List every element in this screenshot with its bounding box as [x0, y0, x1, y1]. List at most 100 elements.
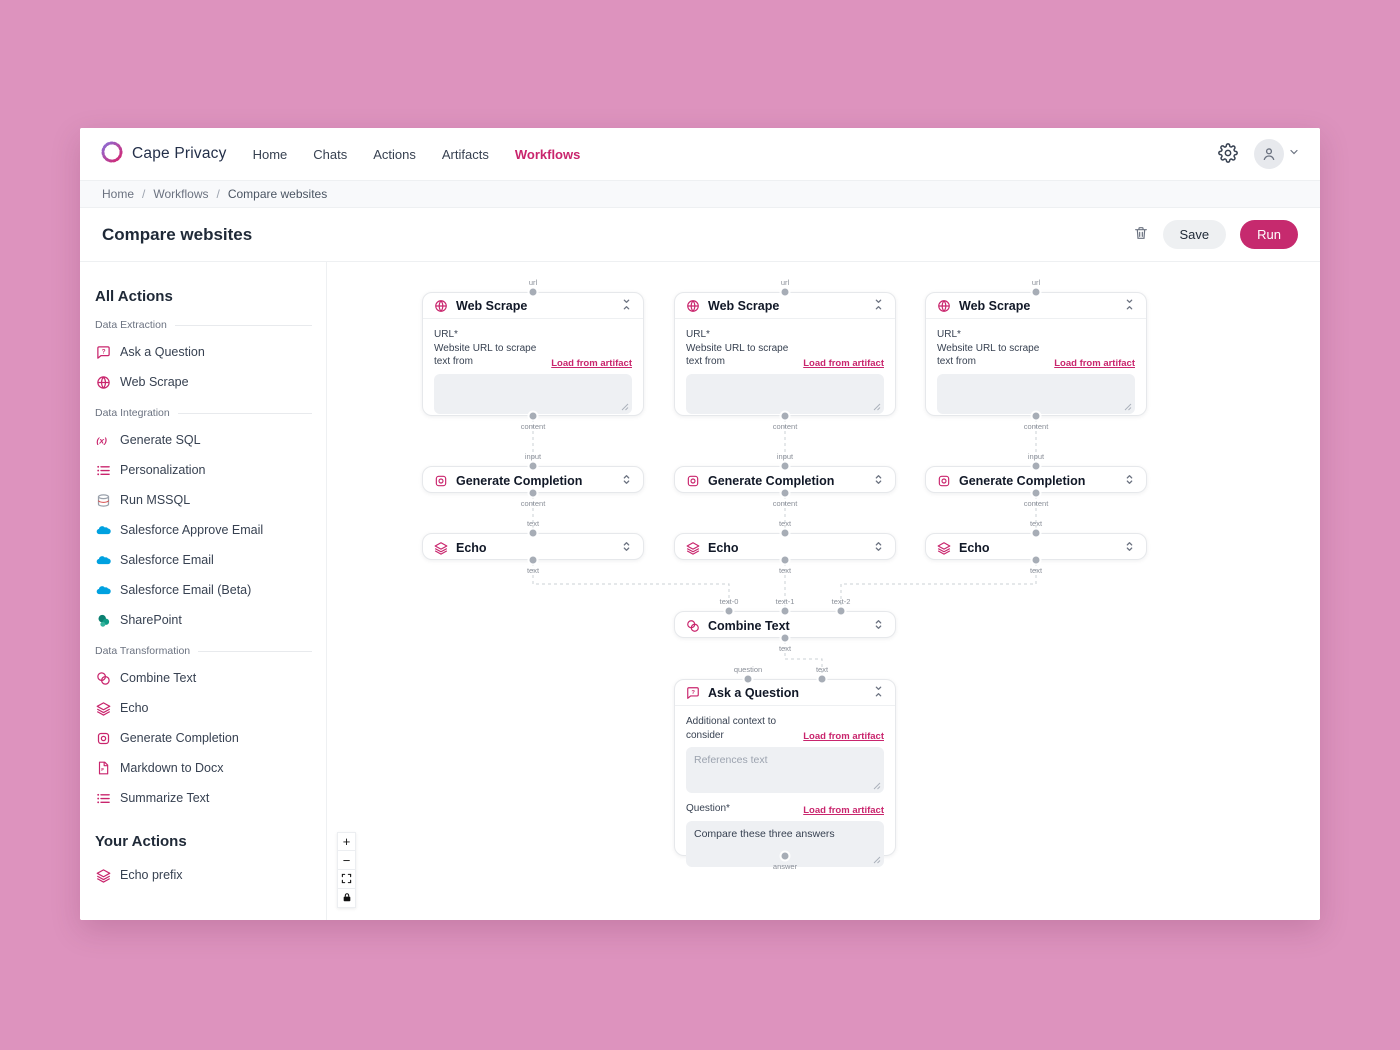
node-web-scrape[interactable]: Web Scrape URL* Website URL to scrape te…	[674, 292, 896, 416]
input-port-text-0[interactable]	[725, 607, 733, 615]
node-header[interactable]: Web Scrape	[423, 293, 643, 319]
sidebar-item-salesforce-approve-email[interactable]: Salesforce Approve Email	[93, 515, 312, 545]
workflow-canvas[interactable]: Web Scrape URL* Website URL to scrape te…	[327, 262, 1320, 920]
output-port-answer[interactable]	[781, 852, 789, 860]
breadcrumb-current: Compare websites	[227, 187, 328, 201]
output-port-text[interactable]	[781, 634, 789, 642]
input-port-text[interactable]	[1032, 529, 1040, 537]
sidebar-item-summarize-text[interactable]: Summarize Text	[93, 783, 312, 813]
sidebar-item-echo[interactable]: Echo	[93, 693, 312, 723]
expand-node-button[interactable]	[872, 540, 885, 556]
output-port-content[interactable]	[781, 489, 789, 497]
output-port-content[interactable]	[529, 489, 537, 497]
node-echo[interactable]: Echo	[925, 533, 1147, 560]
expand-node-button[interactable]	[620, 473, 633, 489]
node-header[interactable]: Echo	[926, 534, 1146, 561]
user-menu[interactable]	[1254, 139, 1300, 169]
input-port-input[interactable]	[781, 462, 789, 470]
load-from-artifact-link[interactable]: Load from artifact	[803, 357, 884, 369]
input-port-text-1[interactable]	[781, 607, 789, 615]
sidebar-item-sharepoint[interactable]: SharePoint	[93, 605, 312, 635]
node-web-scrape[interactable]: Web Scrape URL* Website URL to scrape te…	[925, 292, 1147, 416]
load-from-artifact-link[interactable]: Load from artifact	[803, 731, 884, 742]
nav-actions[interactable]: Actions	[373, 146, 416, 162]
input-port-input[interactable]	[529, 462, 537, 470]
node-header[interactable]: Generate Completion	[423, 467, 643, 494]
expand-node-button[interactable]	[1123, 540, 1136, 556]
sidebar-item-combine-text[interactable]: Combine Text	[93, 663, 312, 693]
zoom-out-button[interactable]: −	[337, 851, 356, 870]
input-port-text-2[interactable]	[837, 607, 845, 615]
node-header[interactable]: Generate Completion	[675, 467, 895, 494]
input-port-question[interactable]	[744, 675, 752, 683]
breadcrumb: Home / Workflows / Compare websites	[80, 180, 1320, 208]
input-port-text[interactable]	[818, 675, 826, 683]
breadcrumb-workflows[interactable]: Workflows	[153, 187, 209, 201]
sidebar-item-personalization[interactable]: Personalization	[93, 455, 312, 485]
expand-node-button[interactable]	[1123, 473, 1136, 489]
output-port-content[interactable]	[529, 412, 537, 420]
collapse-node-button[interactable]	[872, 685, 885, 701]
sidebar-item-generate-sql[interactable]: (x) Generate SQL	[93, 425, 312, 455]
sidebar-item-salesforce-email[interactable]: Salesforce Email	[93, 545, 312, 575]
output-port-content[interactable]	[781, 412, 789, 420]
field-textarea[interactable]	[434, 373, 632, 414]
expand-node-button[interactable]	[872, 618, 885, 634]
collapse-node-button[interactable]	[872, 298, 885, 314]
node-header[interactable]: Web Scrape	[675, 293, 895, 319]
fit-view-button[interactable]	[337, 870, 356, 889]
sidebar-item-ask-a-question[interactable]: ? Ask a Question	[93, 337, 312, 367]
node-web-scrape[interactable]: Web Scrape URL* Website URL to scrape te…	[422, 292, 644, 416]
input-port-input[interactable]	[1032, 462, 1040, 470]
save-button[interactable]: Save	[1162, 220, 1227, 249]
actions-sidebar: All Actions Data Extraction ? Ask a Ques…	[80, 262, 327, 920]
nav-chats[interactable]: Chats	[313, 146, 348, 162]
nav-home[interactable]: Home	[252, 146, 288, 162]
output-port-text[interactable]	[781, 556, 789, 564]
load-from-artifact-link[interactable]: Load from artifact	[551, 357, 632, 369]
input-port-text[interactable]	[781, 529, 789, 537]
sidebar-item-echo-prefix[interactable]: Echo prefix	[93, 860, 312, 890]
collapse-node-button[interactable]	[620, 298, 633, 314]
output-port-content[interactable]	[1032, 489, 1040, 497]
node-header[interactable]: Combine Text	[675, 612, 895, 639]
field-textarea[interactable]	[686, 373, 884, 414]
node-header[interactable]: Echo	[423, 534, 643, 561]
node-header[interactable]: ? Ask a Question	[675, 680, 895, 706]
load-from-artifact-link[interactable]: Load from artifact	[803, 804, 884, 816]
settings-button[interactable]	[1218, 142, 1238, 166]
node-header[interactable]: Generate Completion	[926, 467, 1146, 494]
lock-button[interactable]	[337, 889, 356, 908]
node-ask-a-question[interactable]: ? Ask a Question Additional context to c…	[674, 679, 896, 867]
output-port-content[interactable]	[1032, 412, 1040, 420]
input-port-url[interactable]	[529, 288, 537, 296]
nav-artifacts[interactable]: Artifacts	[441, 146, 489, 162]
breadcrumb-home[interactable]: Home	[102, 187, 135, 201]
field-textarea[interactable]	[937, 373, 1135, 414]
sidebar-item-generate-completion[interactable]: Generate Completion	[93, 723, 312, 753]
sidebar-item-markdown-to-docx[interactable]: F Markdown to Docx	[93, 753, 312, 783]
sidebar-item-salesforce-email-beta[interactable]: Salesforce Email (Beta)	[93, 575, 312, 605]
zoom-in-button[interactable]: +	[337, 832, 356, 851]
delete-workflow-button[interactable]	[1133, 225, 1149, 244]
output-port-text[interactable]	[1032, 556, 1040, 564]
load-from-artifact-link[interactable]: Load from artifact	[1054, 357, 1135, 369]
input-port-url[interactable]	[1032, 288, 1040, 296]
node-combine-text[interactable]: Combine Text	[674, 611, 896, 638]
expand-node-button[interactable]	[872, 473, 885, 489]
sidebar-item-run-mssql[interactable]: Run MSSQL	[93, 485, 312, 515]
nav-workflows[interactable]: Workflows	[514, 146, 581, 162]
input-port-text[interactable]	[529, 529, 537, 537]
output-port-text[interactable]	[529, 556, 537, 564]
node-header[interactable]: Echo	[675, 534, 895, 561]
node-header[interactable]: Web Scrape	[926, 293, 1146, 319]
node-title: Echo	[708, 540, 739, 555]
run-button[interactable]: Run	[1240, 220, 1298, 249]
field-textarea[interactable]: Compare these three answers	[686, 820, 884, 867]
expand-node-button[interactable]	[620, 540, 633, 556]
input-port-url[interactable]	[781, 288, 789, 296]
sidebar-item-web-scrape[interactable]: Web Scrape	[93, 367, 312, 397]
brand-logo[interactable]: Cape Privacy	[100, 140, 227, 169]
collapse-node-button[interactable]	[1123, 298, 1136, 314]
field-textarea[interactable]	[686, 747, 884, 793]
